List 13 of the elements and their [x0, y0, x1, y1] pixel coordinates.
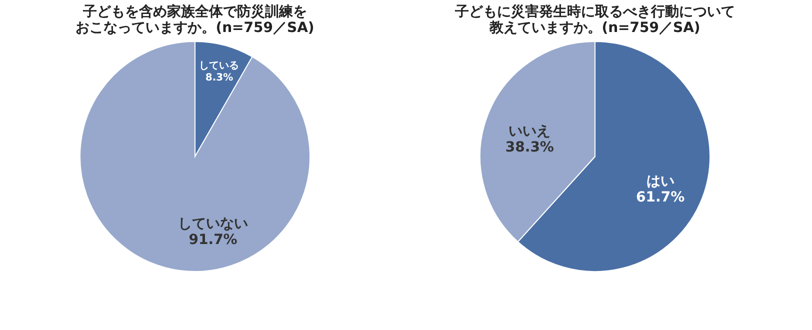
data-label: 38.3%: [505, 139, 554, 156]
data-label: 91.7%: [188, 232, 238, 248]
pie-slice: [80, 41, 310, 272]
text: 子どもを含め家族全体で防災訓練を: [83, 4, 307, 20]
data-label: 8.3%: [205, 72, 234, 84]
slice-label: はい: [646, 174, 674, 190]
text: 教えていますか。(n=759／SA): [490, 20, 700, 36]
text: おこなっていますか。(n=759／SA): [76, 20, 314, 36]
slice-label: していない: [178, 216, 248, 232]
text: 子どもに災害発生時に取るべき行動について: [455, 4, 735, 20]
slice-label: している: [199, 60, 240, 72]
slice-label: いいえ: [508, 123, 551, 140]
data-label: 61.7%: [636, 190, 685, 206]
